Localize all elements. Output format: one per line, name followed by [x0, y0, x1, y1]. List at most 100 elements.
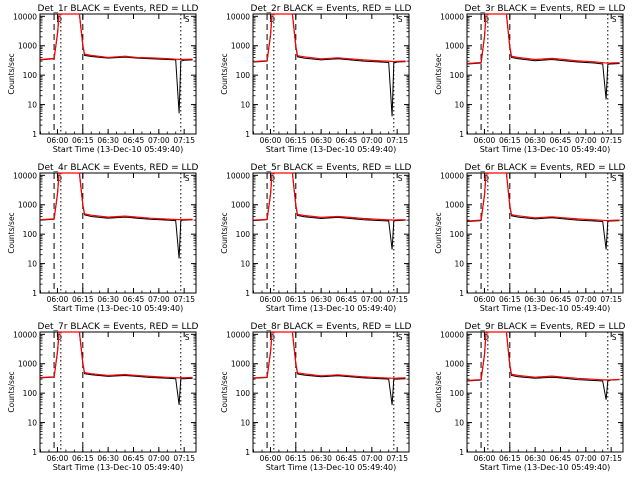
y-tick-label: 100 [23, 230, 38, 239]
plot-frame [466, 331, 624, 453]
marker-label: S [612, 15, 617, 24]
y-axis-label: Counts/sec [434, 53, 443, 94]
series-line-events [467, 172, 620, 250]
y-tick-label: 10000 [226, 171, 250, 180]
y-tick-label: 10000 [13, 12, 37, 21]
x-tick-label: 06:00 [474, 136, 496, 145]
y-tick-label: 1 [459, 289, 464, 298]
x-tick-label: 07:00 [361, 136, 383, 145]
x-tick-label: 06:45 [550, 454, 572, 463]
x-tick-label: 06:45 [123, 136, 145, 145]
x-tick-label: 06:15 [72, 295, 94, 304]
x-tick-label: 06:30 [310, 136, 332, 145]
y-axis-label: Counts/sec [7, 371, 16, 412]
series-line-events [40, 13, 193, 114]
x-tick-label: 07:15 [386, 295, 408, 304]
plot-frame [252, 13, 410, 135]
y-tick-label: 10 [27, 419, 37, 428]
x-axis-label: Start Time (13-Dec-10 05:49:40) [266, 304, 397, 313]
x-tick-label: 06:15 [72, 454, 94, 463]
y-tick-label: 100 [450, 230, 465, 239]
x-tick-label: 06:15 [285, 454, 307, 463]
y-tick-label: 10 [454, 101, 464, 110]
x-axis-label: Start Time (13-Dec-10 05:49:40) [480, 145, 611, 154]
x-tick-label: 07:15 [386, 136, 408, 145]
chart-panel: 1 10 100 1000 10000 06:00 06:15 06:30 06:45 07:00… [220, 322, 412, 472]
y-tick-label: 1 [245, 289, 250, 298]
series-line-lld [467, 13, 620, 65]
x-tick-label: 06:45 [123, 454, 145, 463]
y-tick-label: 1000 [18, 42, 37, 51]
x-tick-label: 06:00 [260, 136, 282, 145]
marker-label: S [185, 333, 190, 342]
x-tick-label: 06:00 [260, 295, 282, 304]
series-line-lld [40, 172, 193, 221]
x-axis-label: Start Time (13-Dec-10 05:49:40) [53, 145, 184, 154]
x-tick-label: 06:00 [47, 295, 69, 304]
x-tick-label: 06:30 [310, 454, 332, 463]
y-tick-label: 100 [23, 71, 38, 80]
x-tick-label: 07:15 [600, 454, 622, 463]
marker-label: S [185, 174, 190, 183]
plot-frame [252, 172, 410, 294]
x-tick-label: 07:15 [173, 136, 195, 145]
y-tick-label: 1000 [445, 360, 464, 369]
marker-label: S [185, 15, 190, 24]
y-axis-label: Counts/sec [7, 212, 16, 253]
chart-title: Det_8r BLACK = Events, RED = LLD [251, 322, 412, 332]
x-axis-label: Start Time (13-Dec-10 05:49:40) [266, 145, 397, 154]
chart-panel: 1 10 100 1000 10000 06:00 06:15 06:30 06:45 07:00… [220, 163, 412, 313]
x-tick-label: 06:45 [336, 295, 358, 304]
chart-title: Det_6r BLACK = Events, RED = LLD [465, 163, 626, 173]
x-tick-label: 06:00 [474, 454, 496, 463]
y-tick-label: 1 [32, 130, 37, 139]
x-tick-label: 06:30 [97, 295, 119, 304]
x-tick-label: 06:15 [499, 454, 521, 463]
marker-label: S [398, 15, 403, 24]
plot-frame [39, 172, 197, 294]
x-tick-label: 06:45 [336, 454, 358, 463]
series-line-events [253, 331, 406, 405]
marker-label: S [398, 174, 403, 183]
y-tick-label: 10 [240, 101, 250, 110]
plot-frame [39, 13, 197, 135]
y-tick-label: 1 [459, 448, 464, 457]
series-line-lld [253, 331, 406, 379]
x-tick-label: 07:00 [575, 136, 597, 145]
chart-panel: 1 10 100 1000 10000 06:00 06:15 06:30 06:45 07:00… [7, 4, 199, 154]
plot-frame [252, 331, 410, 453]
chart-panel: 1 10 100 1000 10000 06:00 06:15 06:30 06:45 07:00… [434, 163, 626, 313]
x-axis-label: Start Time (13-Dec-10 05:49:40) [480, 304, 611, 313]
x-tick-label: 07:15 [600, 136, 622, 145]
y-tick-label: 10000 [440, 330, 464, 339]
y-axis-label: Counts/sec [7, 53, 16, 94]
y-tick-label: 100 [236, 71, 251, 80]
chart-title: Det_3r BLACK = Events, RED = LLD [465, 4, 626, 14]
x-tick-label: 06:00 [474, 295, 496, 304]
y-tick-label: 10000 [13, 171, 37, 180]
plot-frame [466, 172, 624, 294]
x-tick-label: 06:00 [260, 454, 282, 463]
y-tick-label: 1 [245, 448, 250, 457]
plot-frame [39, 331, 197, 453]
chart-title: Det_4r BLACK = Events, RED = LLD [38, 163, 199, 173]
y-axis-label: Counts/sec [434, 212, 443, 253]
marker-label: S [612, 333, 617, 342]
x-tick-label: 07:15 [600, 295, 622, 304]
x-tick-label: 07:00 [148, 454, 170, 463]
y-axis-label: Counts/sec [220, 371, 229, 412]
series-line-events [253, 13, 406, 117]
x-tick-label: 07:00 [361, 295, 383, 304]
y-tick-label: 10000 [226, 12, 250, 21]
chart-title: Det_2r BLACK = Events, RED = LLD [251, 4, 412, 14]
y-tick-label: 10000 [13, 330, 37, 339]
x-tick-label: 07:00 [575, 454, 597, 463]
y-tick-label: 10 [454, 419, 464, 428]
y-tick-label: 1 [32, 448, 37, 457]
y-tick-label: 100 [450, 389, 465, 398]
x-tick-label: 06:00 [47, 136, 69, 145]
x-tick-label: 07:00 [148, 295, 170, 304]
chart-title: Det_7r BLACK = Events, RED = LLD [38, 322, 199, 332]
y-tick-label: 1000 [231, 201, 250, 210]
